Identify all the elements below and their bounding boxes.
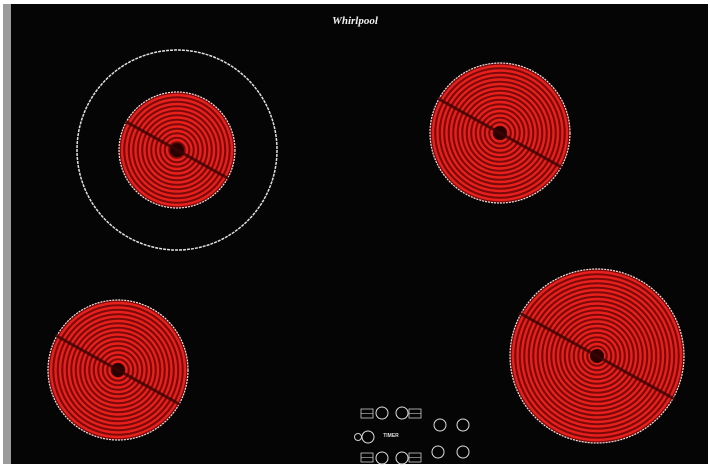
heating-coil — [81, 333, 155, 407]
heating-coil — [134, 107, 220, 193]
heating-coil — [161, 134, 193, 166]
heating-coil — [94, 346, 142, 394]
coil-terminal-line — [517, 311, 677, 401]
heating-coil — [72, 324, 164, 416]
touch-button[interactable] — [456, 445, 470, 459]
touch-button[interactable] — [433, 418, 447, 432]
heating-coil — [481, 114, 519, 152]
heating-coil — [54, 306, 182, 434]
touch-button[interactable] — [361, 430, 375, 444]
heating-coil — [534, 293, 660, 419]
heating-coil — [552, 311, 642, 401]
heating-coil — [588, 347, 606, 365]
timer-label: TIMER — [383, 433, 399, 439]
heating-coil — [476, 109, 524, 157]
touch-controls: TIMER — [354, 406, 470, 465]
heating-coil — [556, 315, 638, 397]
heating-coil — [103, 355, 133, 385]
touch-button[interactable] — [431, 445, 445, 459]
coil-terminal-line — [54, 333, 182, 407]
heating-coil — [99, 351, 137, 389]
heating-coil — [579, 338, 615, 374]
cooking-zones — [47, 49, 685, 444]
heating-coil — [165, 138, 189, 162]
heating-coil — [485, 118, 515, 148]
heating-coil — [547, 306, 647, 406]
heating-coil — [49, 301, 187, 439]
cooking-zone — [76, 49, 278, 251]
heating-coil — [120, 93, 234, 207]
heating-coil — [138, 111, 216, 189]
heating-coil — [543, 302, 651, 410]
heating-coil — [76, 328, 160, 412]
heating-coil — [463, 96, 537, 170]
heating-coil — [85, 337, 151, 403]
heating-coil — [147, 120, 207, 180]
heating-coil — [67, 319, 169, 421]
heating-coil — [436, 69, 564, 197]
touch-button[interactable] — [456, 418, 470, 432]
heating-coil — [143, 116, 211, 184]
cooking-zone — [429, 62, 571, 204]
heating-coil — [467, 100, 533, 166]
heating-coil — [454, 87, 546, 179]
heating-coil — [520, 279, 674, 433]
heating-coil — [90, 342, 146, 398]
cooking-zone — [47, 299, 189, 441]
heating-coil — [108, 360, 128, 380]
brand-logo: Whirlpool — [332, 15, 379, 27]
heating-coil — [458, 91, 542, 175]
heating-coil — [583, 342, 611, 370]
touch-button[interactable] — [375, 451, 389, 465]
zone-outer-ring — [76, 49, 278, 251]
heating-coil — [565, 324, 629, 388]
heating-coil — [574, 333, 620, 379]
heating-coil — [129, 102, 225, 198]
heating-coil — [63, 315, 173, 425]
heating-coil — [570, 329, 624, 383]
heating-coil — [561, 320, 633, 392]
coil-terminal-line — [436, 96, 564, 170]
touch-button[interactable] — [395, 451, 409, 465]
heating-coil — [490, 123, 510, 143]
heating-coil — [431, 64, 569, 202]
heating-coil — [449, 82, 551, 184]
heating-coil — [529, 288, 665, 424]
heating-coil — [156, 129, 198, 171]
touch-button[interactable] — [395, 406, 409, 420]
heating-coil — [440, 73, 560, 193]
cooking-zone — [509, 268, 685, 444]
heating-coil — [58, 310, 178, 430]
touch-button[interactable] — [375, 406, 389, 420]
coil-terminal-line — [124, 119, 230, 181]
heating-coil — [125, 98, 229, 202]
heating-coil — [445, 78, 555, 188]
heating-coil — [538, 297, 656, 415]
heating-coil — [516, 275, 678, 437]
heating-coil — [472, 105, 528, 161]
heating-coil — [152, 125, 202, 175]
heating-coil — [511, 270, 683, 442]
heating-coil — [525, 284, 669, 428]
